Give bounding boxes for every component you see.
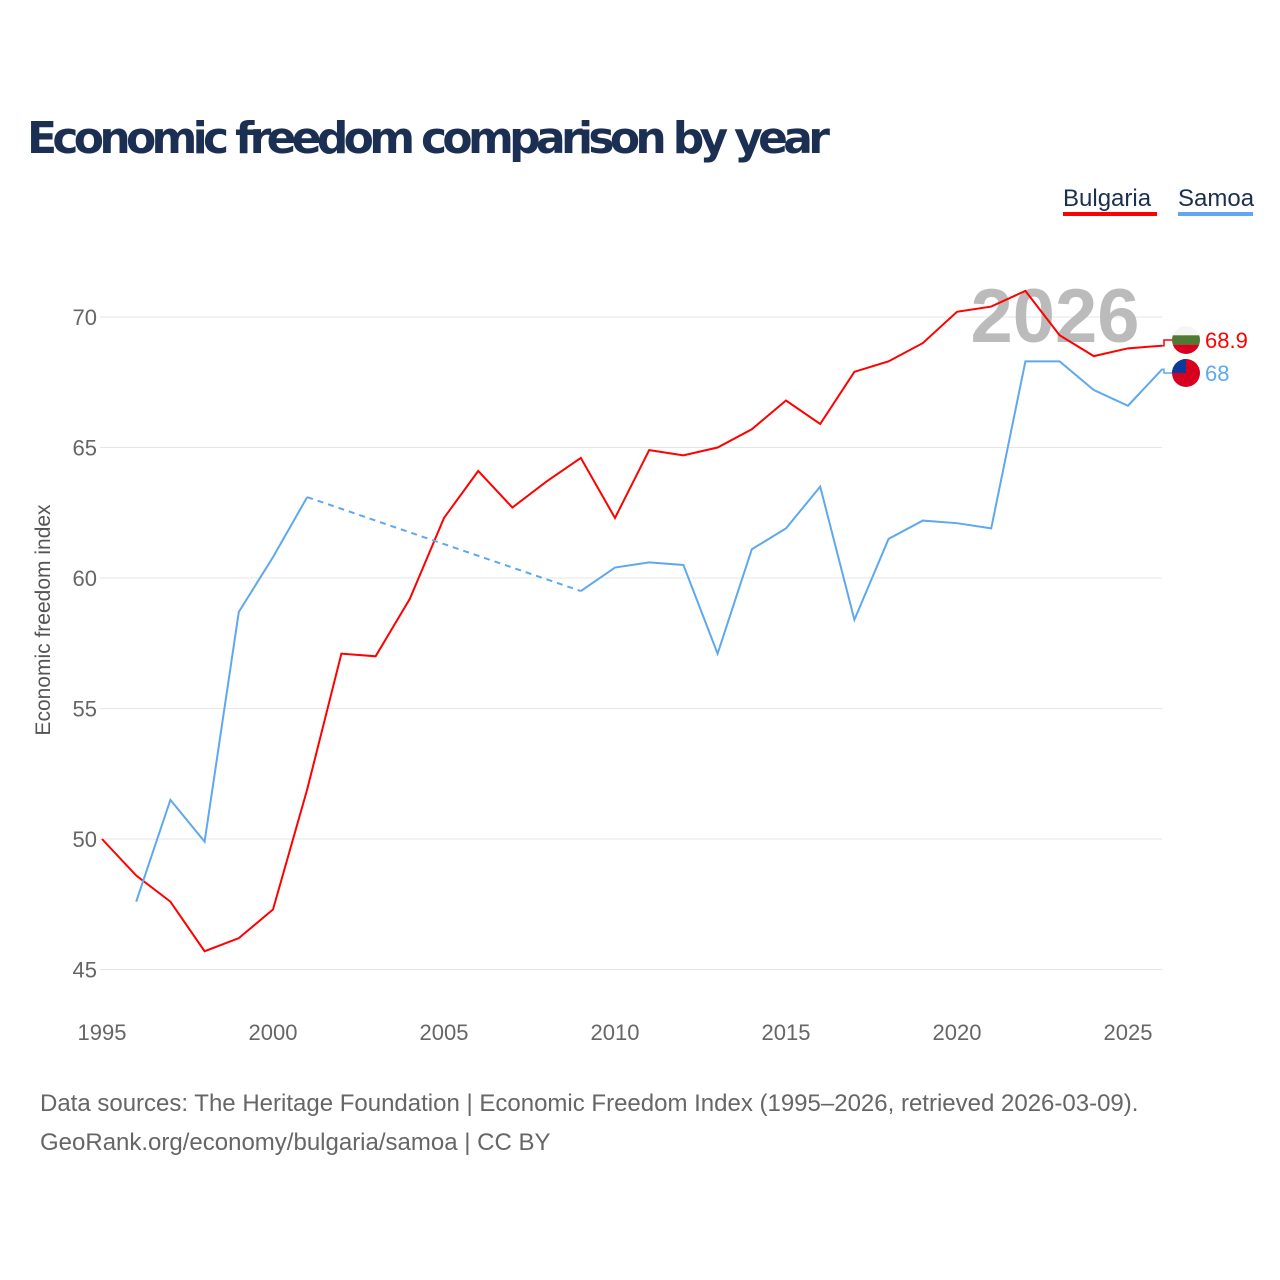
- legend-item-bulgaria[interactable]: Bulgaria: [1063, 185, 1152, 212]
- end-connector: [1162, 368, 1172, 374]
- x-tick-label: 1995: [78, 1020, 127, 1045]
- x-tick-label: 2010: [591, 1020, 640, 1045]
- end-connector: [1162, 339, 1172, 347]
- end-value-label: 68: [1205, 361, 1229, 386]
- footer-url[interactable]: GeoRank.org/economy/bulgaria/samoa | CC …: [40, 1129, 550, 1156]
- y-tick-label: 55: [73, 697, 97, 722]
- y-tick-label: 70: [73, 305, 97, 330]
- legend-swatch: [1063, 212, 1157, 216]
- footer-sources: Data sources: The Heritage Foundation | …: [40, 1090, 1138, 1117]
- series-gap-line: [306, 496, 582, 592]
- flag-samoa-icon: [1172, 359, 1200, 387]
- x-tick-label: 2000: [249, 1020, 298, 1045]
- series-line-samoa: [135, 496, 309, 902]
- legend-swatch: [1178, 212, 1253, 216]
- y-tick-label: 50: [73, 827, 97, 852]
- chart-title: Economic freedom comparison by year: [27, 113, 830, 164]
- flag-bulgaria-icon: [1172, 326, 1200, 354]
- x-tick-label: 2020: [933, 1020, 982, 1045]
- y-tick-label: 45: [73, 958, 97, 983]
- end-value-label: 68.9: [1205, 328, 1248, 353]
- legend-item-samoa[interactable]: Samoa: [1178, 185, 1255, 212]
- series-line-samoa: [580, 360, 1163, 657]
- x-tick-label: 2015: [762, 1020, 811, 1045]
- y-tick-label: 60: [73, 566, 97, 591]
- current-year-label: 2026: [970, 274, 1139, 359]
- y-tick-label: 65: [73, 436, 97, 461]
- series-line-bulgaria: [101, 289, 1163, 953]
- x-tick-label: 2005: [420, 1020, 469, 1045]
- y-axis-label: Economic freedom index: [32, 504, 55, 736]
- x-tick-label: 2025: [1104, 1020, 1153, 1045]
